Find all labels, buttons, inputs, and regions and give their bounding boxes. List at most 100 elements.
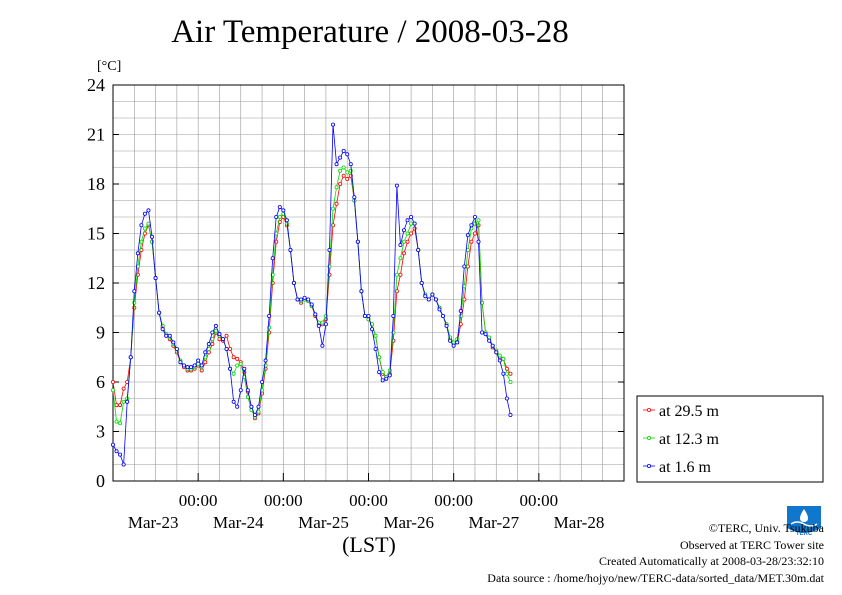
data-point: [288, 247, 293, 252]
legend: at 29.5 m at 12.3 m at 1.6 m: [643, 403, 720, 476]
data-point: [409, 231, 414, 236]
data-point: [476, 218, 481, 223]
x-tick-date-label: Mar-24: [213, 513, 264, 532]
data-point: [174, 346, 179, 351]
data-point: [504, 396, 509, 401]
y-tick-label: 15: [87, 224, 105, 244]
data-point: [352, 195, 357, 200]
data-point: [235, 363, 240, 368]
data-point: [210, 330, 215, 335]
data-point: [338, 181, 343, 186]
data-point: [142, 211, 147, 216]
data-point: [238, 361, 243, 366]
data-point: [345, 177, 350, 182]
data-point: [213, 328, 218, 333]
legend-label: at 12.3 m: [659, 431, 720, 448]
data-point: [210, 337, 215, 342]
data-point: [430, 292, 435, 297]
data-point: [146, 221, 151, 226]
data-point: [111, 442, 116, 447]
data-point: [327, 247, 332, 252]
data-point: [355, 239, 360, 244]
data-point: [238, 388, 243, 393]
data-point: [270, 256, 275, 261]
data-point: [412, 221, 417, 226]
data-point: [348, 162, 353, 167]
data-point: [118, 403, 123, 408]
y-tick-label: 18: [87, 174, 105, 194]
data-point: [401, 228, 406, 233]
x-axis-label: (LST): [342, 532, 396, 557]
data-point: [448, 338, 453, 343]
data-point: [235, 404, 240, 409]
x-tick-time-label: 00:00: [264, 491, 303, 510]
data-point: [441, 313, 446, 318]
data-point: [146, 208, 151, 213]
data-point: [274, 214, 279, 219]
data-point: [228, 346, 233, 351]
series-3: [111, 122, 513, 467]
data-point: [370, 327, 375, 332]
data-point: [206, 342, 211, 347]
data-point: [476, 239, 481, 244]
data-point: [320, 320, 325, 325]
series-group: [111, 122, 513, 467]
data-point: [295, 297, 300, 302]
terc-logo-text: TERC: [796, 531, 813, 537]
data-point: [323, 322, 328, 327]
data-point: [341, 165, 346, 170]
copyright-line: ©TERC, Univ. Tsukuba: [708, 521, 824, 535]
legend-item: at 1.6 m: [643, 459, 712, 476]
data-point: [455, 340, 460, 345]
data-point: [405, 231, 410, 236]
data-point: [480, 330, 485, 335]
data-point: [334, 162, 339, 167]
data-point: [377, 370, 382, 375]
data-point: [504, 371, 509, 376]
data-point: [242, 366, 247, 371]
data-point: [373, 346, 378, 351]
y-tick-label: 3: [96, 422, 105, 442]
data-point: [291, 280, 296, 285]
data-point: [362, 313, 367, 318]
data-point: [345, 152, 350, 157]
data-point: [171, 340, 176, 345]
data-point: [487, 338, 492, 343]
data-point: [469, 223, 474, 228]
data-point: [437, 307, 442, 312]
data-point: [398, 243, 403, 248]
data-point: [132, 300, 137, 305]
data-point: [313, 312, 318, 317]
data-point: [483, 332, 488, 337]
data-point: [451, 343, 456, 348]
data-point: [111, 379, 116, 384]
y-tick-label: 6: [96, 372, 105, 392]
data-point: [231, 355, 236, 360]
data-point: [185, 365, 190, 370]
data-point: [334, 185, 339, 190]
data-point: [387, 373, 392, 378]
data-point: [359, 289, 364, 294]
data-point: [277, 205, 282, 210]
data-point: [508, 379, 513, 384]
data-point: [228, 366, 233, 371]
data-point: [320, 343, 325, 348]
legend-label: at 29.5 m: [659, 403, 720, 420]
data-point: [508, 412, 513, 417]
data-point: [196, 358, 201, 363]
data-point: [444, 323, 449, 328]
data-point: [114, 419, 119, 424]
series-2: [111, 165, 513, 426]
data-point: [150, 234, 155, 239]
data-point: [366, 313, 371, 318]
data-point: [472, 231, 477, 236]
data-point: [331, 206, 336, 211]
data-point: [338, 168, 343, 173]
data-point: [178, 360, 183, 365]
y-axis: 0 3 6 9 12 15 18 21 24: [87, 75, 624, 491]
data-point: [160, 327, 165, 332]
data-point: [377, 355, 382, 360]
data-point: [398, 256, 403, 261]
data-point: [394, 183, 399, 188]
x-tick-time-label: 00:00: [434, 491, 473, 510]
